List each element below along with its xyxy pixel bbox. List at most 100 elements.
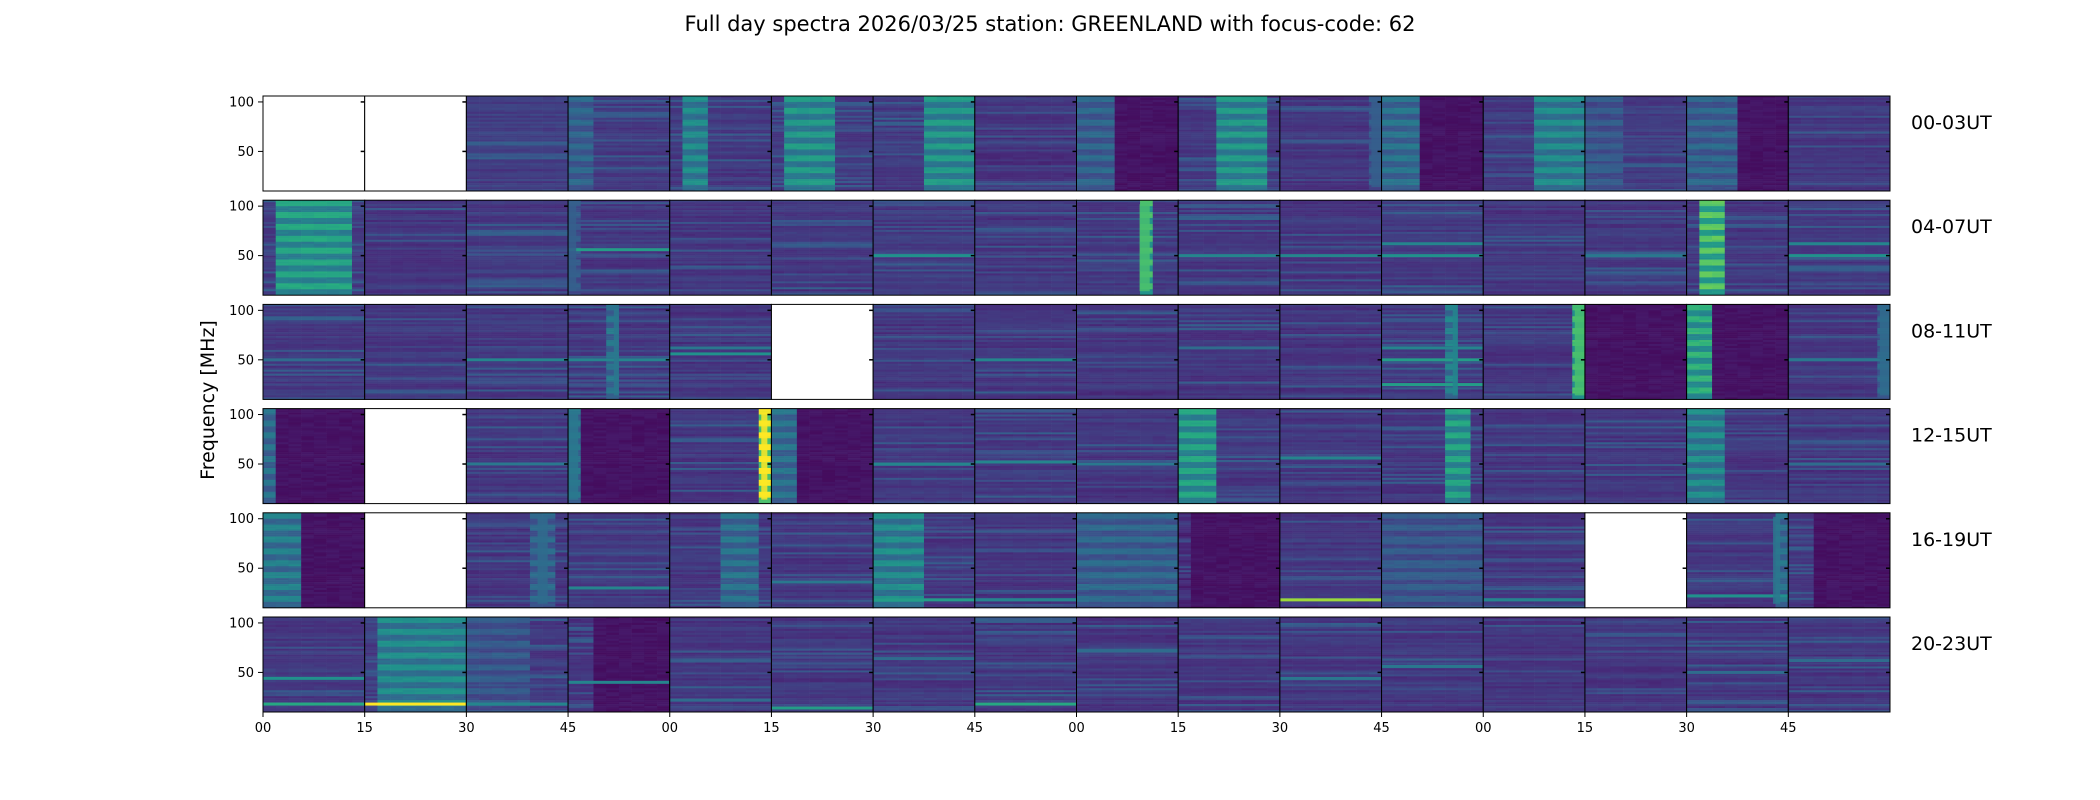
spectrum-cell (708, 120, 721, 122)
spectrum-cell (543, 149, 556, 151)
spectrum-cell (886, 114, 899, 116)
spectrum-cell (644, 169, 657, 171)
spectrum-cell (822, 110, 835, 112)
spectrum-cell (1725, 114, 1738, 116)
spectrum-cell (1737, 138, 1750, 140)
spectrum-cell (822, 157, 835, 159)
spectrum-cell (1687, 98, 1700, 100)
spectrum-cell (593, 110, 606, 112)
spectrum-cell (1165, 163, 1178, 165)
spectrum-cell (543, 106, 556, 108)
spectrogram-panel (1585, 96, 1687, 191)
spectrum-cell (810, 151, 823, 153)
spectrum-cell (1763, 145, 1776, 147)
spectrum-cell (733, 134, 746, 136)
spectrum-cell (1420, 185, 1433, 187)
spectrum-cell (1483, 161, 1496, 163)
spectrum-cell (721, 100, 734, 102)
spectrum-cell (1407, 165, 1420, 167)
spectrum-cell (1687, 130, 1700, 132)
spectrum-cell (466, 145, 479, 147)
spectrum-cell (1776, 147, 1789, 149)
spectrum-cell (1000, 181, 1013, 183)
spectrum-cell (733, 144, 746, 146)
spectrum-cell (1598, 144, 1611, 146)
spectrum-cell (1496, 171, 1509, 173)
spectrum-cell (1547, 108, 1560, 110)
spectrum-cell (1064, 163, 1077, 165)
spectrum-cell (1382, 136, 1395, 138)
spectrum-cell (1178, 106, 1191, 108)
spectrum-cell (1572, 140, 1585, 142)
spectrum-cell (1763, 151, 1776, 153)
spectrum-cell (1763, 165, 1776, 167)
spectrum-cell (1547, 161, 1560, 163)
spectrum-cell (466, 100, 479, 102)
spectrum-cell (1496, 149, 1509, 151)
spectrum-cell (1280, 167, 1293, 169)
spectrum-cell (1407, 187, 1420, 189)
spectrum-cell (1496, 181, 1509, 183)
spectrum-cell (1318, 187, 1331, 189)
spectrum-cell (479, 159, 492, 161)
spectrum-cell (1127, 167, 1140, 169)
spectrum-cell (1064, 98, 1077, 100)
spectrum-cell (695, 130, 708, 132)
spectrum-cell (1687, 126, 1700, 128)
spectrum-cell (1737, 142, 1750, 144)
spectrum-cell (1458, 102, 1471, 104)
spectrum-cell (708, 167, 721, 169)
spectrum-cell (1191, 126, 1204, 128)
spectrum-cell (1064, 147, 1077, 149)
spectrum-cell (873, 122, 886, 124)
spectrum-cell (670, 100, 683, 102)
spectrum-cell (1432, 114, 1445, 116)
spectrum-cell (1356, 149, 1369, 151)
spectrum-cell (733, 136, 746, 138)
spectrum-cell (1242, 155, 1255, 157)
spectrum-cell (1534, 161, 1547, 163)
spectrum-cell (988, 183, 1001, 185)
spectrum-cell (1038, 161, 1051, 163)
spectrum-cell (848, 114, 861, 116)
spectrum-cell (593, 126, 606, 128)
spectrum-cell (517, 179, 530, 181)
spectrum-cell (1153, 147, 1166, 149)
spectrum-cell (962, 126, 975, 128)
spectrum-cell (1229, 175, 1242, 177)
spectrum-cell (784, 122, 797, 124)
spectrum-cell (593, 124, 606, 126)
spectrum-cell (1305, 187, 1318, 189)
spectrum-cell (1000, 171, 1013, 173)
spectrum-cell (1064, 144, 1077, 146)
spectrum-cell (1471, 108, 1484, 110)
spectrum-cell (771, 144, 784, 146)
spectrum-cell (899, 173, 912, 175)
spectrum-cell (568, 116, 581, 118)
spectrum-cell (1407, 138, 1420, 140)
spectrum-cell (771, 187, 784, 189)
spectrum-cell (505, 165, 518, 167)
spectrum-cell (1509, 98, 1522, 100)
spectrum-cell (606, 114, 619, 116)
spectrum-cell (1572, 132, 1585, 134)
spectrum-cell (670, 126, 683, 128)
spectrum-cell (797, 112, 810, 114)
spectrum-cell (555, 124, 568, 126)
spectrum-cell (1165, 130, 1178, 132)
spectrum-cell (1725, 163, 1738, 165)
spectrum-cell (1636, 163, 1649, 165)
spectrum-cell (644, 161, 657, 163)
spectrum-cell (937, 149, 950, 151)
spectrum-cell (1216, 134, 1229, 136)
spectrum-cell (708, 98, 721, 100)
spectrum-cell (771, 183, 784, 185)
spectrum-cell (1343, 98, 1356, 100)
spectrum-cell (1483, 179, 1496, 181)
spectrum-cell (886, 98, 899, 100)
spectrum-cell (1458, 171, 1471, 173)
spectrum-cell (1585, 122, 1598, 124)
spectrum-cell (937, 165, 950, 167)
spectrum-cell (1115, 159, 1128, 161)
spectrum-cell (517, 122, 530, 124)
